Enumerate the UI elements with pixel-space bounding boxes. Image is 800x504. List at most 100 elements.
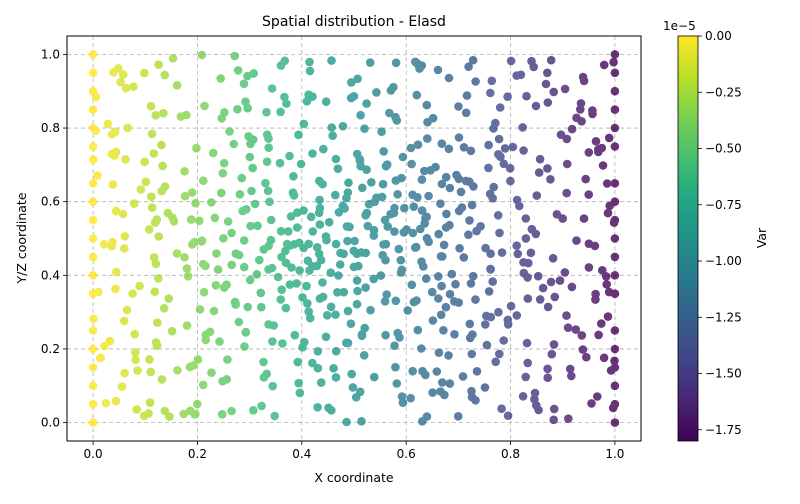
scatter-point bbox=[268, 381, 278, 391]
scatter-point bbox=[562, 188, 571, 198]
scatter-point bbox=[300, 337, 309, 347]
scatter-point bbox=[185, 362, 195, 372]
scatter-point bbox=[281, 303, 291, 313]
scatter-point bbox=[216, 74, 225, 83]
scatter-point bbox=[110, 127, 120, 137]
scatter-point bbox=[146, 101, 156, 111]
scatter-point bbox=[386, 86, 396, 95]
scatter-point bbox=[533, 271, 543, 281]
scatter-point bbox=[462, 91, 472, 100]
scatter-point bbox=[338, 121, 348, 131]
scatter-point bbox=[403, 306, 413, 315]
scatter-point bbox=[438, 378, 447, 387]
scatter-point bbox=[428, 388, 437, 397]
scatter-point bbox=[264, 241, 274, 251]
y-tick-label: 0.8 bbox=[41, 121, 60, 135]
scatter-point bbox=[262, 157, 272, 166]
scatter-point bbox=[512, 195, 522, 205]
scatter-point bbox=[458, 372, 468, 381]
scatter-point bbox=[103, 119, 113, 129]
scatter-point bbox=[145, 398, 155, 407]
scatter-point bbox=[149, 149, 159, 158]
scatter-point bbox=[241, 327, 251, 337]
scatter-point bbox=[363, 221, 373, 231]
scatter-point bbox=[437, 179, 447, 189]
scatter-point bbox=[381, 330, 390, 340]
scatter-point bbox=[163, 208, 173, 218]
scatter-point bbox=[584, 239, 594, 248]
scatter-point bbox=[549, 87, 558, 97]
scatter-point bbox=[391, 296, 401, 306]
scatter-point bbox=[400, 203, 409, 213]
scatter-point bbox=[217, 410, 227, 419]
scatter-point bbox=[445, 289, 455, 299]
scatter-point bbox=[535, 154, 545, 164]
scatter-point bbox=[421, 274, 431, 283]
scatter-point bbox=[157, 375, 167, 384]
scatter-point bbox=[431, 162, 440, 172]
scatter-point bbox=[370, 197, 380, 207]
scatter-point bbox=[352, 249, 362, 259]
scatter-point bbox=[276, 107, 285, 117]
scatter-point bbox=[147, 203, 157, 212]
scatter-point bbox=[432, 367, 442, 376]
scatter-point bbox=[441, 172, 451, 182]
scatter-point bbox=[497, 404, 506, 414]
scatter-point bbox=[484, 140, 493, 150]
scatter-point bbox=[357, 417, 366, 426]
scatter-point bbox=[93, 171, 102, 180]
scatter-point bbox=[378, 250, 388, 260]
scatter-point bbox=[152, 341, 162, 350]
scatter-point bbox=[461, 108, 471, 118]
scatter-point bbox=[234, 250, 244, 260]
scatter-point bbox=[150, 287, 160, 297]
colorbar-tick-label: −0.50 bbox=[705, 142, 742, 156]
scatter-point bbox=[407, 280, 417, 290]
colorbar-label: Var bbox=[754, 227, 769, 248]
scatter-point bbox=[342, 222, 352, 231]
scatter-point bbox=[303, 299, 312, 308]
scatter-point bbox=[423, 117, 432, 127]
scatter-point bbox=[331, 373, 341, 382]
scatter-point bbox=[195, 305, 205, 314]
scatter-point bbox=[253, 221, 262, 231]
scatter-point bbox=[508, 142, 518, 152]
scatter-point bbox=[151, 259, 161, 269]
scatter-point bbox=[158, 161, 167, 171]
scatter-point bbox=[486, 88, 495, 98]
scatter-point bbox=[88, 86, 98, 96]
scatter-point bbox=[497, 248, 507, 257]
scatter-point bbox=[610, 326, 620, 335]
scatter-point bbox=[145, 355, 154, 364]
scatter-point bbox=[139, 411, 149, 421]
scatter-point bbox=[476, 222, 485, 231]
scatter-point bbox=[441, 302, 451, 312]
scatter-point bbox=[140, 68, 149, 78]
scatter-point bbox=[365, 58, 375, 67]
scatter-point bbox=[259, 357, 268, 367]
scatter-point bbox=[499, 159, 509, 169]
scatter-point bbox=[347, 78, 356, 87]
scatter-point bbox=[107, 241, 116, 251]
scatter-point bbox=[535, 295, 545, 304]
plot-frame bbox=[66, 35, 642, 442]
scatter-point bbox=[546, 55, 556, 65]
scatter-point bbox=[489, 182, 499, 192]
scatter-point bbox=[512, 241, 521, 250]
scatter-point bbox=[454, 133, 464, 142]
scatter-point bbox=[494, 307, 503, 317]
scatter-point bbox=[217, 188, 226, 198]
scatter-point bbox=[588, 109, 597, 119]
scatter-point bbox=[219, 158, 229, 168]
scatter-point bbox=[603, 312, 613, 321]
scatter-point bbox=[233, 105, 242, 114]
scatter-point bbox=[157, 186, 166, 196]
scatter-point bbox=[180, 167, 189, 176]
y-tick-label: 0.4 bbox=[41, 268, 60, 282]
y-tick-label: 0.6 bbox=[41, 195, 60, 209]
scatter-point bbox=[347, 369, 357, 379]
scatter-point bbox=[444, 73, 454, 83]
scatter-point bbox=[379, 147, 389, 156]
scatter-point bbox=[353, 74, 362, 84]
